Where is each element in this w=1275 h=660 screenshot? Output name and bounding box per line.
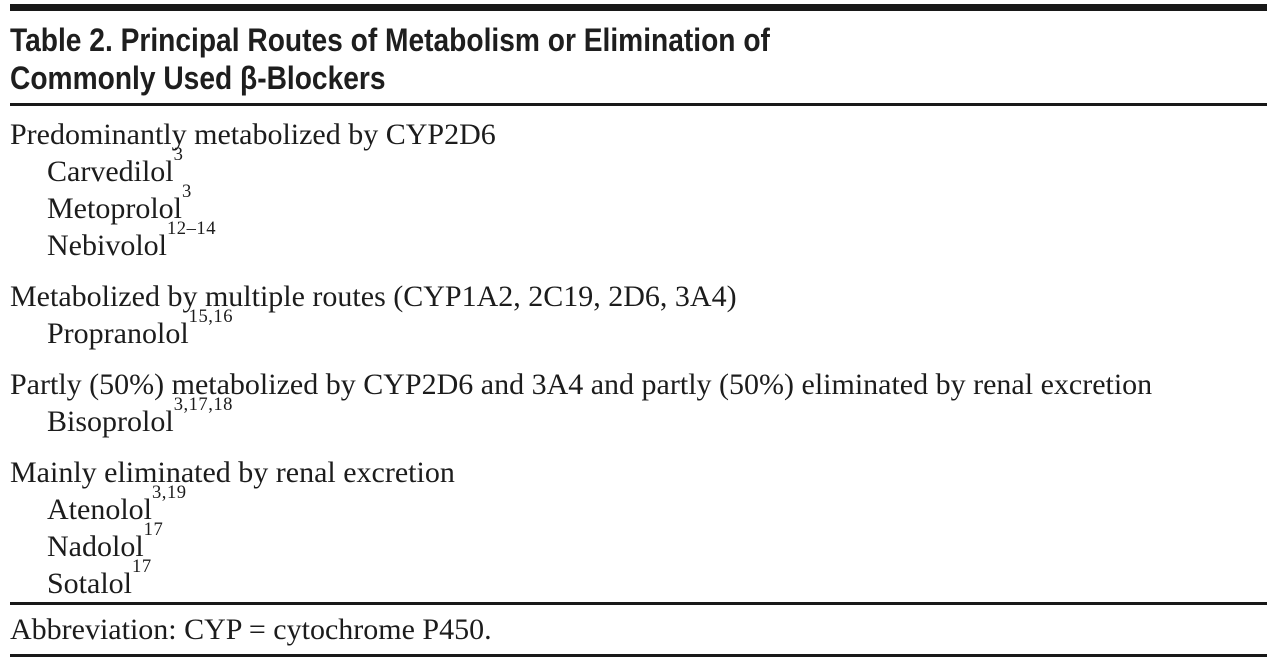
table-title-line1: Table 2. Principal Routes of Metabolism … xyxy=(10,22,770,58)
drug-name: Metoprolol xyxy=(47,192,182,225)
drug-reference-superscript: 3,19 xyxy=(152,481,187,503)
table-body: Predominantly metabolized by CYP2D6 Carve… xyxy=(10,106,1267,602)
drug-item: Bisoprolol3,17,18 xyxy=(10,395,1267,440)
table-section: Predominantly metabolized by CYP2D6 Carve… xyxy=(10,116,1267,264)
section-heading: Predominantly metabolized by CYP2D6 xyxy=(10,118,496,151)
drug-item: Metoprolol3 xyxy=(10,182,1267,227)
table-section: Mainly eliminated by renal excretion Aten… xyxy=(10,454,1267,602)
table-title: Table 2. Principal Routes of Metabolism … xyxy=(10,11,1267,103)
drug-reference-superscript: 3 xyxy=(182,180,192,202)
drug-reference-superscript: 3 xyxy=(173,143,184,165)
drug-reference-superscript: 3,17,18 xyxy=(173,393,233,415)
title-bottom-rule xyxy=(10,103,1267,106)
drug-name: Nadolol xyxy=(47,530,144,563)
drug-reference-superscript: 15,16 xyxy=(188,305,233,327)
drug-name: Sotalol xyxy=(47,567,133,600)
table-top-rule xyxy=(10,4,1267,11)
drug-item: Carvedilol3 xyxy=(10,145,1267,190)
drug-name: Carvedilol xyxy=(47,155,174,188)
table-title-line2: Commonly Used β-Blockers xyxy=(10,60,386,96)
table-footnote: Abbreviation: CYP = cytochrome P450. xyxy=(10,613,492,646)
drug-reference-superscript: 17 xyxy=(132,555,152,577)
footnote-top-rule xyxy=(10,602,1267,605)
drug-item: Atenolol3,19 xyxy=(10,483,1267,528)
section-heading: Mainly eliminated by renal excretion xyxy=(10,456,455,489)
drug-reference-superscript: 17 xyxy=(143,518,164,540)
table-bottom-rule xyxy=(10,654,1267,657)
table-section: Metabolized by multiple routes (CYP1A2, … xyxy=(10,278,1267,352)
drug-name: Atenolol xyxy=(47,493,152,526)
drug-name: Nebivolol xyxy=(47,229,167,262)
drug-name: Propranolol xyxy=(47,317,189,350)
section-heading: Partly (50%) metabolized by CYP2D6 and 3… xyxy=(10,368,1153,401)
drug-item: Nadolol17 xyxy=(10,520,1267,565)
drug-item: Propranolol15,16 xyxy=(10,307,1267,352)
drug-reference-superscript: 12–14 xyxy=(167,217,216,239)
drug-item: Sotalol17 xyxy=(10,557,1267,602)
drug-name: Bisoprolol xyxy=(47,405,174,438)
section-heading: Metabolized by multiple routes (CYP1A2, … xyxy=(10,280,737,313)
table-section: Partly (50%) metabolized by CYP2D6 and 3… xyxy=(10,366,1267,440)
drug-item: Nebivolol12–14 xyxy=(10,219,1267,264)
